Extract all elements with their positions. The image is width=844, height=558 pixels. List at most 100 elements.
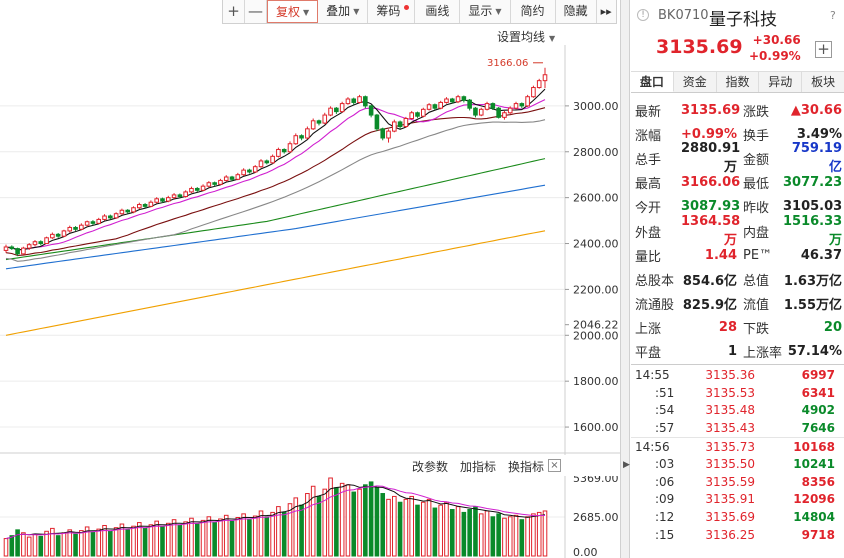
hide-label: 隐藏	[563, 4, 588, 18]
hide-button[interactable]: 隐藏	[556, 0, 597, 23]
candle-body	[496, 107, 501, 118]
candle-body	[403, 118, 409, 128]
tick-list[interactable]: 14:55 3135.36 6997:51 3135.53 6341:54 3135.48…	[631, 366, 844, 544]
add-indicator-button[interactable]: 加指标	[460, 460, 497, 474]
volume-bar	[420, 501, 426, 557]
y-tick-label: 5369.00	[573, 476, 619, 485]
stat-label: 流通股	[635, 298, 675, 314]
overlay-dropdown[interactable]: 叠加 ▼	[318, 0, 369, 23]
zoom-out-button[interactable]: —	[245, 0, 267, 23]
volume-bar	[55, 535, 61, 557]
close-icon[interactable]: ×	[548, 459, 561, 472]
zoom-in-button[interactable]: +	[223, 0, 245, 23]
tick-price: 3135.59	[705, 474, 755, 489]
tick-price: 3135.50	[705, 456, 755, 471]
overlay-label: 叠加	[326, 4, 351, 18]
stat-value: 20	[823, 320, 842, 336]
tick-volume: 4902	[801, 403, 835, 418]
tab-index[interactable]: 指数	[717, 72, 760, 92]
kline-chart-area[interactable]: + — 复权 ▼ 叠加 ▼ 筹码 画线 显示 ▼ 简约 隐藏 ▸▸ 设置均线 ▼ 300…	[0, 0, 620, 558]
stat-row: 上涨 28 下跌 20	[631, 316, 844, 340]
volume-bar	[247, 519, 252, 557]
stat-label: 上涨	[635, 322, 662, 338]
chevron-down-icon: ▼	[495, 7, 502, 16]
stat-label: 总手	[635, 152, 662, 168]
stat-label: 下跌	[743, 322, 770, 338]
volume-bar	[513, 514, 519, 557]
help-icon[interactable]: ?	[830, 9, 836, 22]
tab-funds[interactable]: 资金	[674, 72, 717, 92]
tab-sector[interactable]: 板块	[811, 75, 836, 89]
volume-bar	[90, 531, 96, 557]
stat-value: 3087.93	[681, 199, 741, 215]
draw-line-button[interactable]: 画线	[415, 0, 461, 23]
ma250-line	[5, 230, 546, 336]
info-icon[interactable]: !	[637, 9, 649, 21]
volume-bar	[276, 506, 281, 557]
volume-bar	[496, 513, 501, 557]
add-watchlist-button[interactable]: +	[815, 41, 832, 58]
candle-body	[194, 187, 200, 191]
candle-body	[305, 128, 310, 139]
price-chart[interactable]: 3000.00 2800.00 2600.00 2400.00 2200.00 2046.…	[0, 45, 620, 455]
edit-params-button[interactable]: 改参数	[412, 460, 449, 474]
stat-label: 平盘	[635, 346, 662, 362]
tick-time: :15	[655, 528, 675, 543]
candle-body	[258, 160, 264, 168]
volume-bar	[293, 497, 299, 557]
ma-settings-dropdown[interactable]: 设置均线 ▼	[497, 28, 555, 45]
tick-time: :12	[655, 510, 675, 525]
tick-time: :54	[655, 403, 675, 418]
stat-label: 最高	[635, 177, 662, 193]
stat-value: 1.55万亿	[783, 298, 842, 314]
tick-row: :03 3135.50 10241	[631, 455, 844, 473]
volume-bar	[79, 530, 84, 557]
tab-handicap[interactable]: 盘口	[631, 72, 674, 92]
chevron-down-icon: ▼	[303, 8, 310, 17]
candle-body	[310, 120, 316, 130]
tick-price: 3135.53	[705, 385, 755, 400]
high-price-label: 3166.06	[487, 58, 528, 69]
volume-bar	[403, 498, 409, 557]
stats-table: 最新 3135.69 涨跌 ▲30.66 涨幅 +0.99% 换手 3.49% 总手 2880.9…	[631, 98, 844, 364]
volume-bar	[131, 525, 136, 557]
volume-bar	[229, 520, 235, 557]
stat-value: 854.6亿	[682, 273, 737, 289]
stat-label: 最低	[743, 177, 770, 193]
display-dropdown[interactable]: 显示 ▼	[460, 0, 511, 23]
simple-button[interactable]: 简约	[511, 0, 556, 23]
candle-body	[461, 96, 467, 101]
volume-chart[interactable]: 5369.00 2685.00 0.00	[0, 476, 620, 558]
stat-value: 28	[718, 320, 737, 336]
tick-price: 3135.91	[705, 492, 755, 507]
collapse-arrow-icon[interactable]: ▶	[623, 460, 630, 470]
stat-value: 3105.03	[783, 199, 843, 215]
stat-row: 量比 1.44 PE™ 46.37	[631, 243, 844, 267]
stat-row: 总股本 854.6亿 总值 1.63万亿	[631, 267, 844, 291]
volume-bar	[171, 519, 177, 557]
tick-row: :51 3135.53 6341	[631, 384, 844, 402]
y-tick-label: 1600.00	[573, 421, 619, 434]
restore-rights-dropdown[interactable]: 复权 ▼	[267, 0, 319, 23]
tab-movement[interactable]: 异动	[759, 72, 803, 92]
stat-value: 3166.06	[681, 175, 741, 191]
candle-body	[420, 108, 426, 117]
switch-indicator-button[interactable]: 换指标	[508, 460, 545, 474]
panel-splitter[interactable]: ▶	[620, 0, 630, 558]
volume-bar	[368, 481, 374, 557]
candle-body	[432, 104, 438, 109]
tick-volume: 12096	[793, 492, 835, 507]
volume-bar	[154, 520, 159, 557]
volume-ma5-line	[5, 484, 546, 540]
candle-body	[160, 198, 165, 202]
volume-bar	[137, 522, 142, 557]
volume-bar	[426, 498, 432, 557]
stat-label: 今开	[635, 201, 662, 217]
candle-body	[15, 248, 20, 255]
stat-label: 流值	[743, 298, 770, 314]
stat-label: PE™	[743, 247, 773, 263]
chips-button[interactable]: 筹码	[368, 0, 416, 23]
more-button[interactable]: ▸▸	[597, 0, 616, 23]
volume-toolbar: 改参数 加指标 换指标	[412, 458, 544, 475]
volume-bar	[73, 533, 78, 557]
